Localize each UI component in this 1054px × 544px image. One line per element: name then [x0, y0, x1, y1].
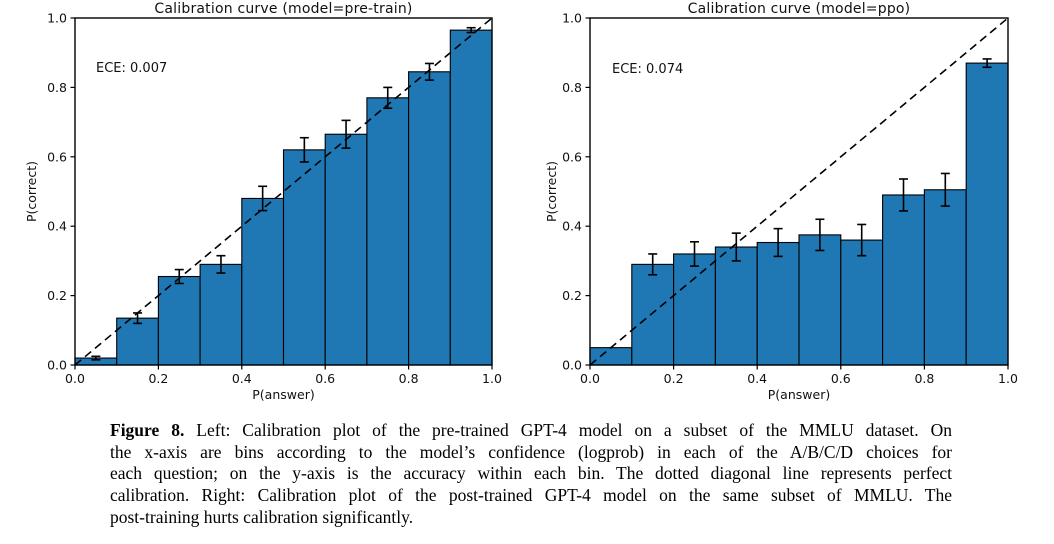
caption-line: the x-axis are bins according to the mod… — [110, 441, 952, 462]
plot-area-pretrain: 0.0 0.2 0.4 0.6 0.8 1.0 0.0 0.2 0.4 0.6 0.8 1.0 — [47, 11, 502, 387]
y-tick-label: 0.8 — [47, 80, 67, 95]
bar — [882, 194, 925, 366]
caption-line: each question; on the y-axis is the accu… — [110, 463, 952, 484]
ece-annotation: ECE: 0.007 — [96, 61, 168, 76]
x-tick-label: 0.8 — [399, 371, 419, 386]
x-tick-label: 0.6 — [315, 371, 335, 386]
figure-caption: Figure 8. Left: Calibration plot of the … — [110, 420, 952, 529]
bar — [673, 253, 716, 366]
bar — [840, 239, 884, 366]
bar — [589, 347, 633, 366]
y-tick-label: 1.0 — [47, 11, 67, 26]
bar — [324, 133, 368, 366]
calibration-chart-ppo: 0.0 0.2 0.4 0.6 0.8 1.0 0.0 0.2 0.4 0.6 0.8 1.0 Cal… — [527, 0, 1054, 410]
y-axis-label: P(correct) — [24, 160, 39, 223]
x-tick-label: 0.8 — [914, 371, 934, 386]
y-tick-label: 0.6 — [47, 149, 67, 164]
x-tick-label: 0.4 — [747, 371, 767, 386]
x-tick-label: 1.0 — [998, 371, 1018, 386]
x-tick-label: 0.4 — [232, 371, 252, 386]
x-tick-label: 0.2 — [148, 371, 168, 386]
plot-border — [589, 17, 1009, 366]
y-tick-label: 0.2 — [562, 288, 582, 303]
caption-line: calibration. Right: Calibration plot of … — [110, 485, 952, 506]
y-tick-label: 0.2 — [47, 288, 67, 303]
bar — [798, 234, 842, 366]
bar — [923, 189, 967, 366]
caption-line: post-training hurts calibration signific… — [110, 506, 414, 527]
y-tick-label: 0.4 — [562, 219, 582, 234]
x-tick-label: 1.0 — [482, 371, 502, 386]
chart-title: Calibration curve (model=ppo) — [687, 1, 911, 17]
y-tick-label: 0.6 — [562, 149, 582, 164]
x-axis-label: P(answer) — [767, 387, 831, 402]
bar — [408, 71, 451, 366]
x-tick-label: 0.0 — [65, 371, 85, 386]
y-tick-label: 0.0 — [47, 358, 67, 373]
calibration-chart-pretrain: 0.0 0.2 0.4 0.6 0.8 1.0 0.0 0.2 0.4 0.6 0.8 1.0 Cal… — [0, 0, 527, 410]
bar — [631, 263, 675, 366]
bar — [116, 317, 159, 366]
x-tick-label: 0.2 — [664, 371, 684, 386]
bar — [449, 29, 493, 366]
y-tick-label: 0.4 — [47, 219, 67, 234]
y-axis-label: P(correct) — [544, 160, 559, 223]
plot-border — [74, 17, 493, 366]
chart-title: Calibration curve (model=pre-train) — [154, 1, 413, 17]
bar — [366, 97, 410, 366]
x-tick-label: 0.6 — [831, 371, 851, 386]
y-tick-label: 1.0 — [562, 11, 582, 26]
bar — [241, 197, 285, 366]
y-tick-label: 0.8 — [562, 80, 582, 95]
bar — [756, 241, 800, 366]
caption-figure-label: Figure 8. — [110, 420, 185, 440]
ece-annotation: ECE: 0.074 — [612, 62, 684, 77]
bar — [282, 149, 326, 366]
x-tick-label: 0.0 — [580, 371, 600, 386]
x-axis-label: P(answer) — [252, 387, 315, 402]
caption-text: Left: Calibration plot of the pre-traine… — [184, 420, 952, 440]
bar — [965, 62, 1009, 366]
caption-line: Figure 8. Left: Calibration plot of the … — [110, 420, 952, 442]
bar — [199, 263, 243, 366]
y-tick-label: 0.0 — [562, 358, 582, 373]
plot-area-ppo: 0.0 0.2 0.4 0.6 0.8 1.0 0.0 0.2 0.4 0.6 0.8 1.0 — [562, 11, 1018, 387]
bar — [714, 246, 758, 366]
